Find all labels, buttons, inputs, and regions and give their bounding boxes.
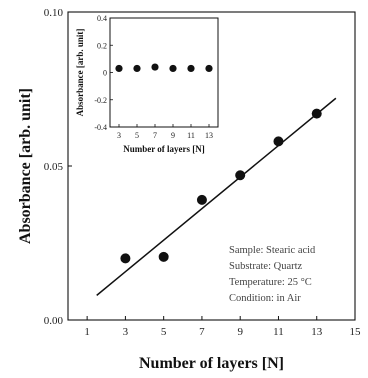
- annotation-line: Substrate: Quartz: [229, 261, 303, 272]
- data-point: [273, 136, 284, 147]
- inset-data-point: [151, 63, 159, 71]
- inset-x-tick-label: 7: [153, 131, 157, 140]
- inset-x-tick-label: 13: [205, 131, 213, 140]
- y-axis-title: Absorbance [arb. unit]: [17, 88, 34, 244]
- inset-x-axis-title: Number of layers [N]: [123, 144, 205, 154]
- x-tick-label: 15: [350, 326, 362, 338]
- annotation-line: Condition: in Air: [229, 293, 301, 304]
- data-point: [196, 194, 207, 205]
- inset-data-point: [115, 64, 123, 73]
- x-tick-label: 13: [311, 326, 323, 338]
- inset-data-point: [205, 64, 213, 73]
- x-axis-title: Number of layers [N]: [139, 355, 284, 372]
- y-tick-label: 0.00: [44, 315, 64, 327]
- annotation-line: Temperature: 25 °C: [229, 277, 312, 288]
- data-point: [311, 108, 322, 119]
- x-tick-label: 11: [273, 326, 284, 338]
- linear-fit-line: [96, 97, 337, 296]
- inset-y-tick-label: -0.2: [94, 96, 107, 105]
- data-point: [235, 170, 246, 181]
- inset-x-tick-label: 11: [187, 131, 195, 140]
- y-tick-label: 0.10: [44, 7, 64, 19]
- inset-y-tick-label: -0.4: [94, 123, 107, 132]
- x-tick-label: 1: [84, 326, 90, 338]
- inset-x-tick-label: 3: [117, 131, 121, 140]
- x-tick-label: 5: [161, 326, 167, 338]
- inset-x-tick-label: 9: [171, 131, 175, 140]
- annotation-line: Sample: Stearic acid: [229, 245, 316, 256]
- inset-data-point: [133, 64, 141, 73]
- inset-frame: [109, 17, 219, 128]
- data-point: [158, 251, 169, 262]
- inset-data-point: [187, 64, 195, 73]
- inset-plot-area: 3 5 7 9 11 13 -0.4 -0.2 0 0.2 0.4 Number of layers …: [75, 14, 219, 154]
- x-tick-label: 9: [237, 326, 243, 338]
- inset-x-tick-label: 5: [135, 131, 139, 140]
- x-tick-label: 7: [199, 326, 205, 338]
- inset-y-tick-label: 0: [103, 69, 107, 78]
- annotation-block: Sample: Stearic acid Substrate: Quartz Tem…: [229, 245, 316, 304]
- x-tick-label: 3: [123, 326, 129, 338]
- inset-y-axis-title: Absorbance [arb. unit]: [75, 29, 85, 117]
- inset-y-tick-label: 0.2: [97, 41, 107, 50]
- inset-y-tick-label: 0.4: [97, 14, 107, 23]
- inset-data-point: [169, 64, 177, 73]
- data-point: [120, 253, 131, 264]
- y-tick-label: 0.05: [44, 161, 64, 173]
